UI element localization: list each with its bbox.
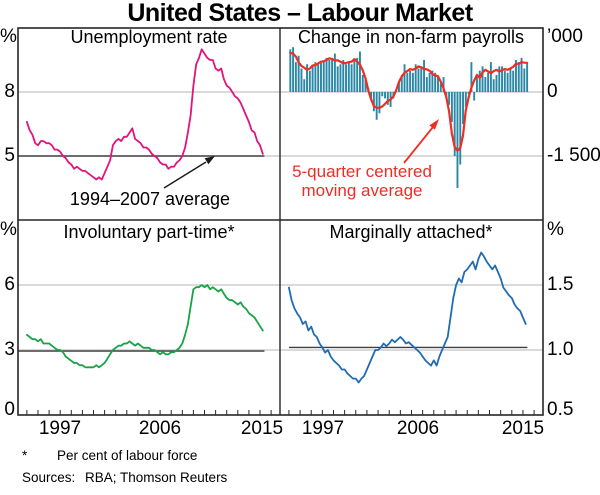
y-axis-unit-top-left: %	[0, 26, 17, 47]
sources-text: RBA; Thomson Reuters	[85, 470, 228, 485]
panel-title-parttime: Involuntary part-time*	[63, 222, 235, 242]
x-axis-year-label: 1997	[301, 418, 345, 439]
y-axis-tick-label: 1.5	[547, 274, 574, 295]
annotation-moving-average: 5-quarter centered moving average	[267, 162, 457, 200]
y-axis-tick-label: 0.5	[547, 399, 574, 420]
annotation-moving-average-line2: moving average	[301, 181, 423, 200]
y-axis-tick-label: 0	[4, 399, 15, 420]
footnote-text: Per cent of labour force	[57, 448, 198, 463]
y-axis-unit-bottom-right: %	[547, 219, 564, 240]
annotation-average: 1994–2007 average	[69, 189, 231, 209]
y-axis-tick-label: 0	[547, 81, 558, 102]
x-axis-year-label: 2006	[396, 418, 440, 439]
sources-label: Sources:	[22, 470, 76, 485]
y-axis-tick-label: 6	[4, 274, 15, 295]
panel-title-unemployment: Unemployment rate	[70, 27, 228, 47]
y-axis-unit-top-right: ’000	[547, 26, 583, 47]
chart-canvas	[17, 27, 544, 416]
x-axis-year-label: 2015	[501, 418, 545, 439]
y-axis-tick-label: 3	[4, 339, 15, 360]
panel-title-marginal: Marginally attached*	[329, 222, 493, 242]
x-axis-year-label: 2015	[240, 418, 284, 439]
annotation-moving-average-line1: 5-quarter centered	[292, 162, 432, 181]
y-axis-tick-label: -1 500	[547, 145, 600, 166]
panel-title-payrolls: Change in non-farm payrolls	[297, 27, 525, 47]
figure-title: United States – Labour Market	[127, 0, 473, 27]
y-axis-tick-label: 8	[4, 81, 15, 102]
footnote-marker: *	[22, 448, 28, 463]
x-axis-year-label: 2006	[138, 418, 182, 439]
x-axis-year-label: 1997	[38, 418, 82, 439]
y-axis-tick-label: 5	[4, 145, 15, 166]
y-axis-tick-label: 1.0	[547, 339, 574, 360]
y-axis-unit-bottom-left: %	[0, 219, 17, 240]
